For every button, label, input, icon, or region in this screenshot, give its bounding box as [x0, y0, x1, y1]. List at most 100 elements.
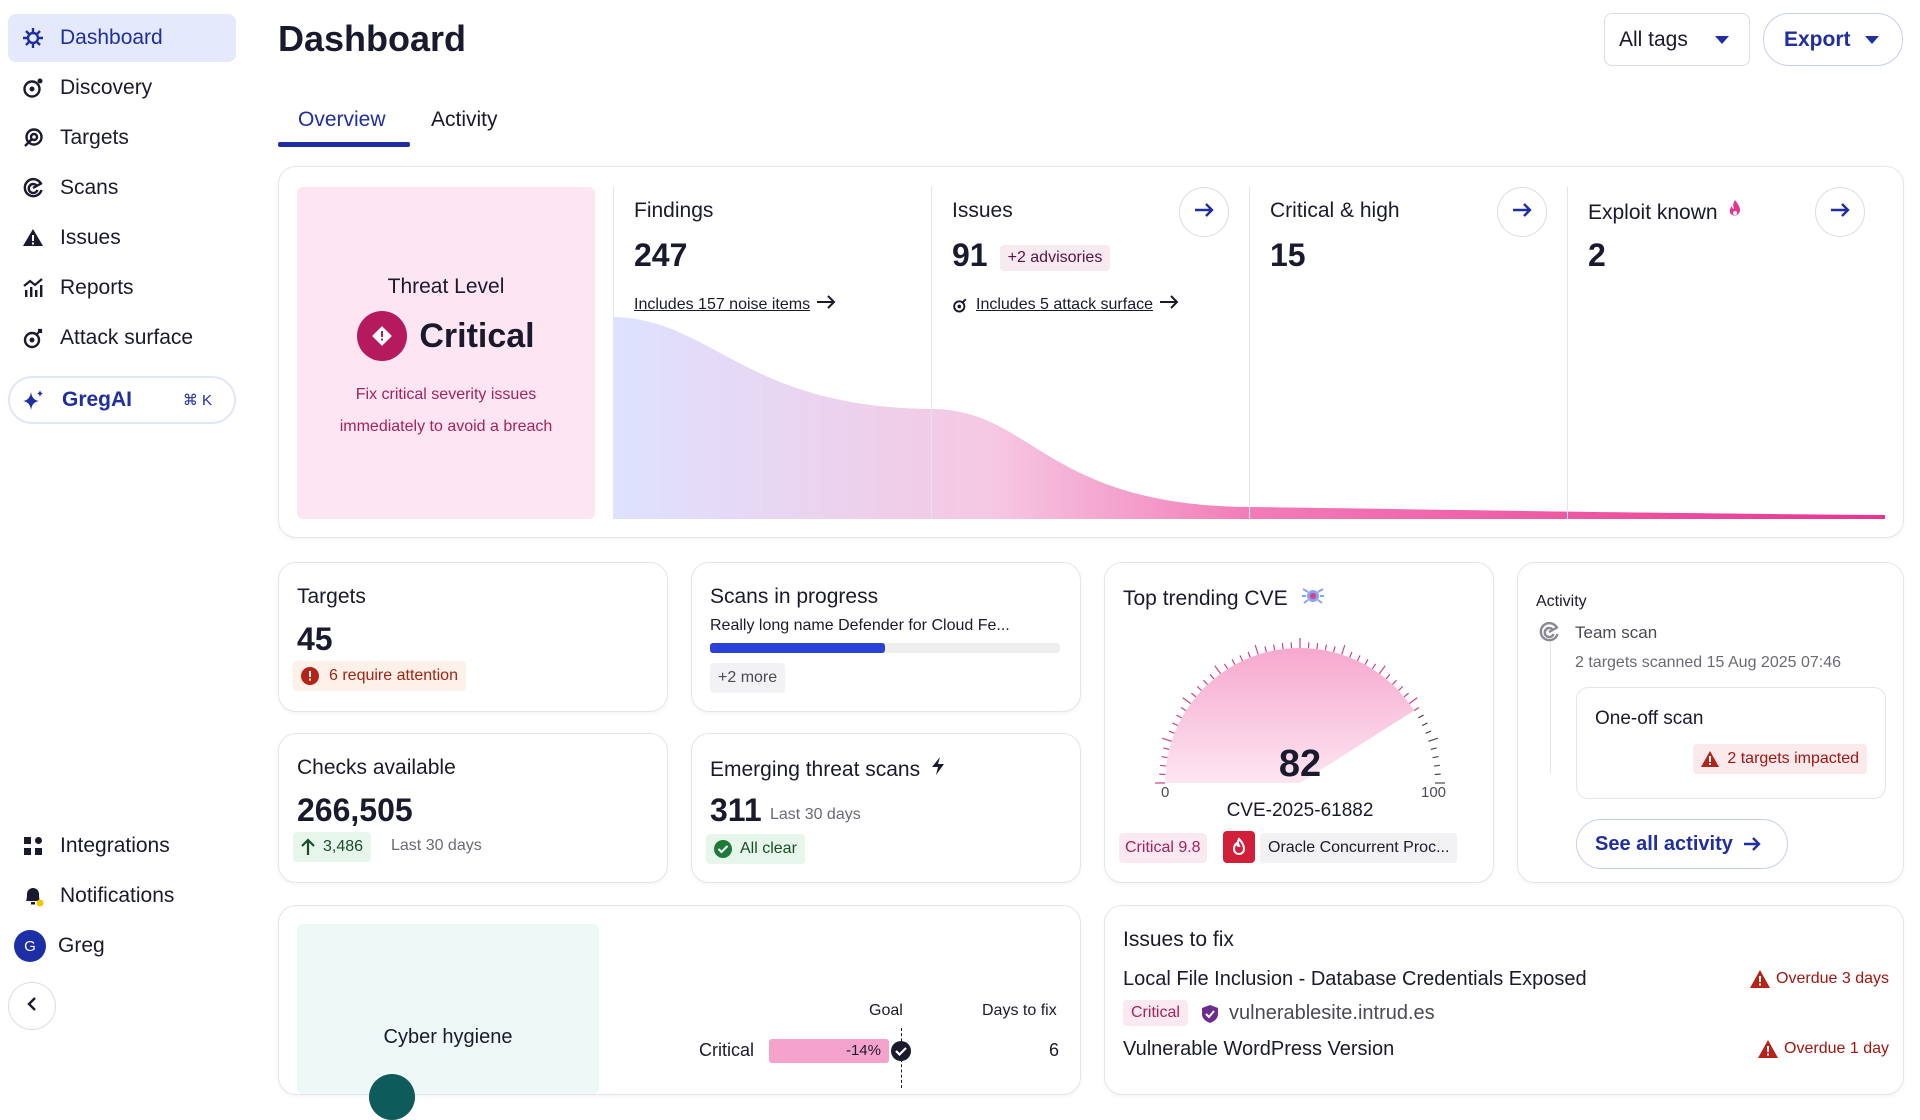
issue-row[interactable]: Vulnerable WordPress Version Overdue 1 d…: [1123, 1038, 1889, 1088]
gauge-tick: [1426, 731, 1432, 733]
gregai-shortcut: ⌘ K: [183, 391, 212, 409]
collapse-sidebar-button[interactable]: [8, 982, 56, 1030]
sidebar-item-integrations[interactable]: Integrations: [8, 822, 236, 870]
checks-card[interactable]: Checks available 266,505 3,486 Last 30 d…: [278, 733, 668, 883]
cve-label: Top trending CVE: [1123, 587, 1288, 610]
gauge-tick: [1274, 644, 1275, 650]
gauge-tick: [1282, 643, 1283, 649]
gauge-tick: [1232, 659, 1235, 664]
sidebar-item-label: Scans: [60, 176, 118, 200]
activity-label: Activity: [1536, 593, 1587, 611]
overdue-badge: Overdue 3 days: [1750, 970, 1889, 988]
gauge-tick: [1365, 659, 1368, 664]
checks-value: 266,505: [297, 792, 413, 829]
gauge-tick: [1255, 645, 1258, 655]
arrow-right-icon: [1830, 202, 1850, 223]
targets-card[interactable]: Targets 45 6 require attention: [278, 562, 668, 712]
activity-item-sub: 2 targets scanned 15 Aug 2025 07:46: [1575, 654, 1841, 672]
attack-surface-icon: [20, 325, 46, 351]
tags-select-value: All tags: [1619, 28, 1688, 52]
scans-more-badge[interactable]: +2 more: [710, 663, 785, 693]
scans-progress-label: Scans in progress: [710, 585, 878, 609]
overdue-badge: Overdue 1 day: [1758, 1040, 1889, 1058]
sidebar-item-label: Integrations: [60, 834, 170, 858]
cve-severity-badge: Critical 9.8: [1119, 833, 1207, 863]
gauge-max: 100: [1421, 784, 1446, 801]
issues-attack-surface-link[interactable]: Includes 5 attack surface: [952, 295, 1179, 314]
sidebar-item-label: Attack surface: [60, 326, 193, 350]
threat-level-value: Critical: [297, 311, 595, 361]
findings-noise-link[interactable]: Includes 157 noise items: [634, 295, 836, 314]
critical-high-open-button[interactable]: [1497, 187, 1547, 237]
sidebar-item-attack-surface[interactable]: Attack surface: [8, 314, 236, 362]
gauge-tick: [1240, 655, 1243, 660]
chevron-down-icon: [1715, 36, 1729, 44]
sidebar-item-notifications[interactable]: Notifications: [8, 872, 236, 920]
exploit-known-label: Exploit known: [1588, 201, 1718, 224]
sidebar-item-dashboard[interactable]: Dashboard: [8, 14, 236, 62]
gauge-tick: [1428, 738, 1438, 741]
warning-icon: [1701, 751, 1719, 767]
sidebar-item-user[interactable]: G Greg: [8, 922, 236, 970]
gauge-tick: [1357, 655, 1360, 660]
gauge-tick: [1422, 723, 1427, 726]
cve-score: 82: [1105, 743, 1495, 786]
emerging-status-badge: All clear: [706, 834, 805, 864]
tab-overview[interactable]: Overview: [298, 108, 386, 132]
chevron-down-icon: [1865, 36, 1879, 44]
export-button[interactable]: Export: [1763, 13, 1903, 66]
sidebar-item-reports[interactable]: Reports: [8, 264, 236, 312]
top-cve-card[interactable]: Top trending CVE 82 0 100 CVE-2025-61882…: [1104, 562, 1494, 883]
targets-attention-text: 6 require attention: [329, 667, 458, 685]
gauge-tick: [1350, 652, 1352, 658]
sidebar-item-issues[interactable]: Issues: [8, 214, 236, 262]
issues-to-fix-card: Issues to fix Local File Inclusion - Dat…: [1104, 905, 1904, 1095]
tags-select[interactable]: All tags: [1604, 13, 1750, 66]
main-content: Dashboard All tags Export Overview Activ…: [278, 0, 1904, 1070]
oneoff-title: One-off scan: [1595, 708, 1703, 730]
gauge-tick: [1191, 693, 1196, 697]
gauge-tick: [1197, 686, 1201, 690]
emerging-label: Emerging threat scans: [710, 758, 920, 781]
sidebar-item-scans[interactable]: Scans: [8, 164, 236, 212]
gauge-tick: [1265, 646, 1266, 652]
threat-level-description: Fix critical severity issues immediately…: [297, 379, 595, 443]
targets-icon: [20, 125, 46, 151]
exploit-known-open-button[interactable]: [1815, 187, 1865, 237]
cyber-hygiene-card: Cyber hygiene Goal Days to fix Critical …: [278, 905, 1081, 1095]
exploit-known-value: 2: [1588, 237, 1606, 274]
export-label: Export: [1784, 28, 1851, 52]
issues-open-button[interactable]: [1179, 187, 1229, 237]
emerging-threat-card[interactable]: Emerging threat scans 311 Last 30 days A…: [691, 733, 1081, 883]
warning-icon: [20, 225, 46, 251]
gauge-tick: [1215, 666, 1221, 674]
issue-site: vulnerablesite.intrud.es: [1229, 1002, 1435, 1025]
issue-row[interactable]: Local File Inclusion - Database Credenti…: [1123, 968, 1889, 1028]
hygiene-panel: Cyber hygiene: [297, 924, 599, 1094]
targets-label: Targets: [297, 585, 366, 609]
hygiene-row-days: 6: [1049, 1040, 1059, 1061]
see-all-activity-button[interactable]: See all activity: [1576, 819, 1788, 869]
gregai-button[interactable]: GregAI ⌘ K: [8, 376, 236, 424]
trending-bug-icon: [1301, 587, 1325, 610]
sidebar-item-discovery[interactable]: Discovery: [8, 64, 236, 112]
gauge-tick: [1317, 643, 1318, 649]
hygiene-row-bar: -14%: [769, 1039, 889, 1063]
issue-title: Vulnerable WordPress Version: [1123, 1038, 1394, 1061]
critical-high-label: Critical & high: [1270, 199, 1400, 223]
gauge-tick: [1392, 680, 1396, 684]
gauge-tick: [1169, 731, 1175, 733]
findings-value: 247: [634, 237, 687, 274]
sidebar-item-targets[interactable]: Targets: [8, 114, 236, 162]
overdue-text: Overdue 1 day: [1784, 1040, 1889, 1058]
scans-icon: [20, 175, 46, 201]
desc-line: Fix critical severity issues: [297, 379, 595, 411]
alert-circle-icon: [301, 667, 319, 685]
scans-icon: [1538, 621, 1560, 648]
hygiene-grade-icon: [369, 1074, 415, 1120]
gauge-tick: [1404, 693, 1409, 697]
metric-exploit-known: Exploit known 2: [1567, 187, 1885, 519]
scans-progress-card[interactable]: Scans in progress Really long name Defen…: [691, 562, 1081, 712]
oneoff-scan-card[interactable]: One-off scan 2 targets impacted: [1576, 687, 1886, 799]
tab-activity[interactable]: Activity: [431, 108, 498, 132]
